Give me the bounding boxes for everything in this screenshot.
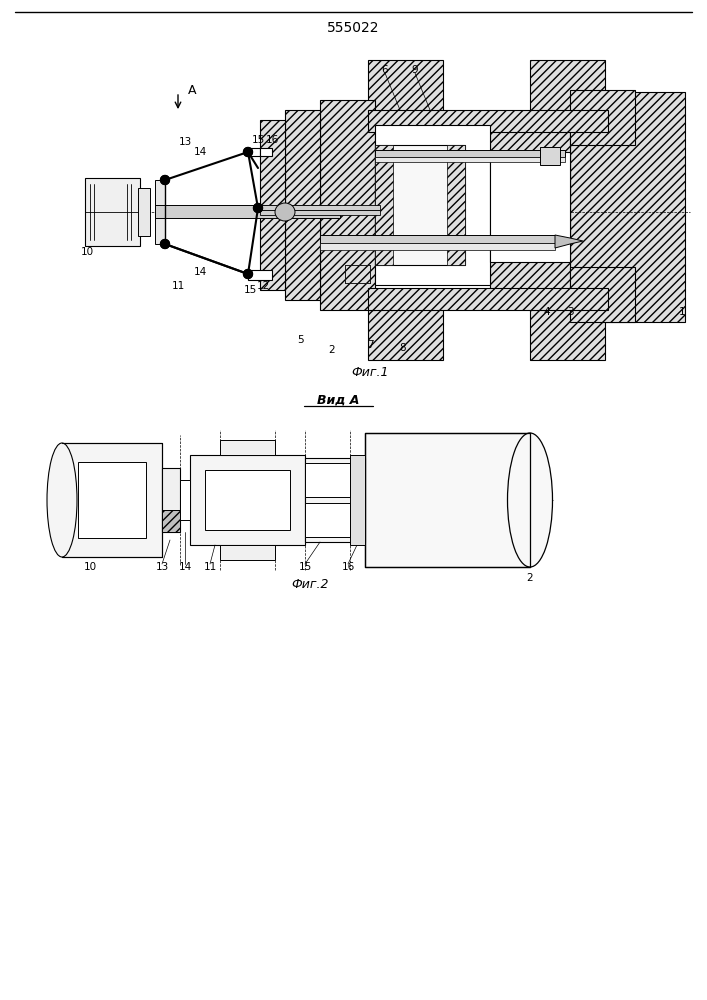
Text: 16: 16 <box>341 562 355 572</box>
Bar <box>368 308 443 360</box>
Bar <box>530 308 605 360</box>
Bar <box>375 150 565 157</box>
Ellipse shape <box>508 433 552 567</box>
Bar <box>260 205 380 210</box>
Text: 13: 13 <box>156 562 169 572</box>
Text: 15: 15 <box>298 562 312 572</box>
Bar <box>570 90 635 145</box>
Bar <box>180 480 190 520</box>
Text: Фиг.2: Фиг.2 <box>291 578 329 591</box>
Bar <box>248 148 260 156</box>
Text: 14: 14 <box>178 562 192 572</box>
Circle shape <box>243 269 252 278</box>
Bar <box>368 60 443 112</box>
Bar <box>375 145 393 265</box>
Bar <box>220 545 275 560</box>
Bar <box>190 455 305 545</box>
Bar <box>162 468 180 532</box>
Text: 5: 5 <box>297 335 303 345</box>
Bar <box>260 148 272 156</box>
Bar <box>490 112 570 302</box>
Bar <box>285 110 320 300</box>
Circle shape <box>160 239 170 248</box>
Ellipse shape <box>275 203 295 221</box>
Circle shape <box>160 176 170 184</box>
Text: 555022: 555022 <box>327 21 379 35</box>
Bar <box>305 503 350 537</box>
Bar <box>85 178 140 246</box>
Circle shape <box>243 147 252 156</box>
Text: 9: 9 <box>411 65 419 75</box>
Bar <box>305 458 365 542</box>
Bar <box>248 270 272 280</box>
Text: 1: 1 <box>679 307 685 317</box>
Bar <box>155 205 340 218</box>
Bar <box>345 265 370 283</box>
Bar <box>570 267 635 322</box>
Bar <box>350 455 365 545</box>
Bar <box>540 147 560 165</box>
Text: 10: 10 <box>83 562 97 572</box>
Bar <box>62 443 162 557</box>
Bar <box>345 265 370 283</box>
Bar <box>320 243 555 250</box>
Text: A: A <box>188 84 197 97</box>
Text: 14: 14 <box>194 267 206 277</box>
Bar <box>530 60 605 112</box>
Bar <box>320 100 375 310</box>
Bar <box>220 440 275 455</box>
Text: Фиг.1: Фиг.1 <box>351 365 389 378</box>
Bar <box>375 145 465 265</box>
Bar <box>162 510 180 532</box>
Bar <box>490 152 570 262</box>
Text: Вид А: Вид А <box>317 393 359 406</box>
PathPatch shape <box>162 510 180 532</box>
Text: 6: 6 <box>382 65 388 75</box>
PathPatch shape <box>555 235 583 248</box>
Bar <box>365 433 530 567</box>
Bar <box>375 157 565 162</box>
Text: 7: 7 <box>367 340 373 350</box>
Bar <box>368 288 608 310</box>
Text: 13: 13 <box>178 137 192 147</box>
Bar <box>138 188 150 236</box>
Text: 12: 12 <box>257 281 269 291</box>
Bar <box>368 110 608 132</box>
Text: 15: 15 <box>243 285 257 295</box>
Bar <box>78 462 146 538</box>
Ellipse shape <box>47 443 77 557</box>
Bar <box>320 235 555 243</box>
Text: 10: 10 <box>81 247 93 257</box>
Text: 14: 14 <box>194 147 206 157</box>
Text: 3: 3 <box>567 307 573 317</box>
Circle shape <box>254 204 262 213</box>
Text: 2: 2 <box>527 573 533 583</box>
Text: 16: 16 <box>265 135 279 145</box>
Bar <box>375 125 490 285</box>
Bar <box>260 210 380 215</box>
Text: 11: 11 <box>204 562 216 572</box>
Text: 2: 2 <box>329 345 335 355</box>
Bar <box>205 470 290 530</box>
Text: 15: 15 <box>252 135 264 145</box>
Bar <box>155 180 165 244</box>
Text: 4: 4 <box>544 307 550 317</box>
Bar <box>260 120 285 290</box>
Bar <box>305 463 350 497</box>
Bar <box>447 145 465 265</box>
Text: 8: 8 <box>399 343 407 353</box>
Bar <box>570 92 685 322</box>
Text: 11: 11 <box>171 281 185 291</box>
